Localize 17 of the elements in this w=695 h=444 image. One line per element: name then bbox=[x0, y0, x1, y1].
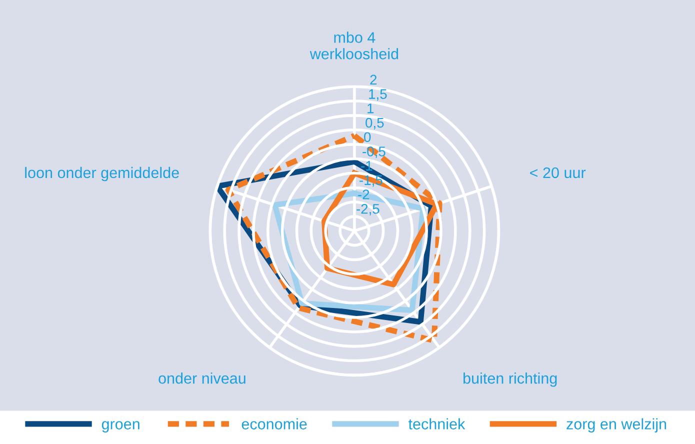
legend-label: zorg en welzijn bbox=[566, 418, 666, 432]
spoke-label: mbo 4 werkloosheid bbox=[310, 32, 398, 60]
spoke-label: buiten richting bbox=[464, 372, 557, 387]
y-tick-label: -1,5 bbox=[360, 175, 382, 187]
legend-label: techniek bbox=[408, 418, 466, 430]
y-tick-label: 2 bbox=[370, 74, 377, 84]
y-tick-label: 0,5 bbox=[366, 118, 384, 130]
y-tick-label: 0 bbox=[364, 132, 371, 142]
spoke-label: loon onder gemiddelde bbox=[25, 166, 179, 182]
y-tick-label: 1,5 bbox=[369, 89, 387, 101]
y-tick-label: -2,5 bbox=[356, 204, 380, 216]
y-tick-label: -2 bbox=[358, 190, 370, 200]
spoke-label: < 20 uur bbox=[530, 167, 586, 178]
legend-label: economie bbox=[242, 418, 307, 430]
legend-label: groen bbox=[102, 421, 140, 432]
y-tick-label: 1 bbox=[368, 104, 374, 114]
spoke-label: onder niveau bbox=[158, 372, 246, 384]
